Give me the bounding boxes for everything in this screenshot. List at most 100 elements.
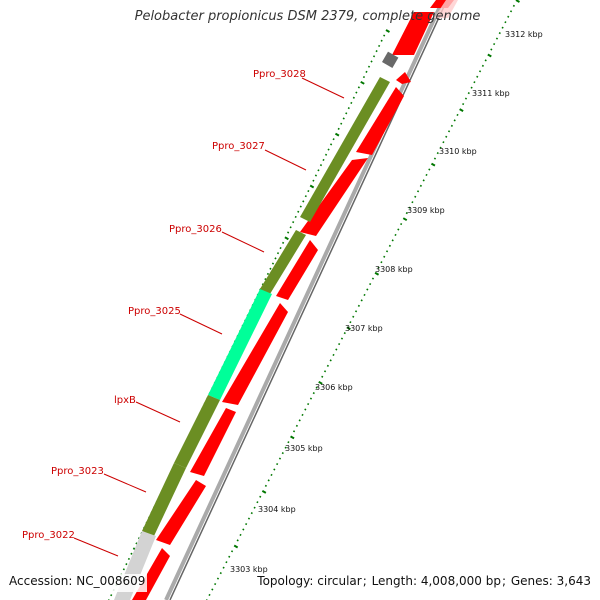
minor-tick <box>501 26 504 29</box>
minor-tick <box>302 200 305 203</box>
minor-tick <box>125 563 128 566</box>
minor-tick <box>222 566 225 569</box>
minor-tick <box>315 386 318 389</box>
major-tick <box>360 80 365 85</box>
minor-tick <box>383 34 386 37</box>
minor-tick <box>453 119 456 122</box>
minor-tick <box>245 522 248 526</box>
minor-tick <box>425 173 428 177</box>
kbp-label: 3310 kbp <box>439 147 477 156</box>
minor-tick <box>266 272 270 276</box>
genome-summary: Topology: circular; Length: 4,008,000 bp… <box>255 574 593 592</box>
feature-bar-ppro-3023 <box>142 463 186 536</box>
topology-value: circular <box>317 574 362 588</box>
kbp-label: 3309 kbp <box>407 206 445 215</box>
minor-tick <box>294 215 297 219</box>
minor-tick <box>337 127 340 130</box>
minor-tick <box>366 288 369 291</box>
minor-tick <box>357 86 360 89</box>
major-tick <box>515 0 520 3</box>
minor-tick <box>230 550 234 553</box>
minor-tick <box>278 457 282 460</box>
minor-tick <box>219 572 222 575</box>
minor-tick <box>253 506 256 509</box>
minor-tick <box>414 195 417 198</box>
minor-tick <box>362 75 366 79</box>
minor-tick <box>391 239 394 242</box>
leader-line <box>135 401 181 423</box>
feature-bar-ppro-3026 <box>260 230 306 294</box>
minor-tick <box>419 184 422 187</box>
accession-label: Accession: <box>9 574 73 588</box>
minor-tick <box>498 32 501 35</box>
kbp-label: 3311 kbp <box>472 89 510 98</box>
minor-tick <box>343 332 346 335</box>
minor-tick <box>338 342 341 346</box>
minor-tick <box>464 97 468 100</box>
minor-tick <box>445 135 448 138</box>
minor-tick <box>287 441 290 444</box>
minor-tick <box>507 15 510 18</box>
minor-tick <box>242 528 245 531</box>
gene-label-ppro-3028: Ppro_3028 <box>253 69 306 80</box>
major-tick <box>334 132 340 137</box>
minor-tick <box>442 141 445 144</box>
minor-tick <box>276 462 279 466</box>
minor-tick <box>214 582 217 586</box>
minor-tick <box>367 65 371 68</box>
minor-tick <box>284 446 287 449</box>
minor-tick <box>274 257 277 260</box>
minor-tick <box>397 228 400 231</box>
minor-tick <box>493 42 496 46</box>
scale-tick-ring <box>206 0 520 600</box>
minor-tick <box>408 206 411 209</box>
minor-tick <box>247 517 251 520</box>
minor-tick <box>307 189 310 193</box>
minor-tick <box>394 233 397 237</box>
minor-tick <box>447 130 451 133</box>
minor-tick <box>370 60 373 63</box>
accession-value: NC_008609 <box>76 574 146 588</box>
minor-tick <box>357 304 360 307</box>
cds-arrow <box>190 408 236 476</box>
minor-tick <box>130 552 133 555</box>
major-tick <box>318 380 323 385</box>
minor-tick <box>422 179 425 182</box>
minor-tick <box>295 424 298 427</box>
minor-tick <box>450 124 453 127</box>
leader-line <box>73 537 119 557</box>
gene-label-ppro-3022: Ppro_3022 <box>22 530 75 541</box>
kbp-label: 3304 kbp <box>258 505 296 514</box>
minor-tick <box>329 359 332 362</box>
minor-tick <box>289 226 292 229</box>
major-tick <box>233 544 239 549</box>
minor-tick <box>208 593 211 597</box>
gene-label-ppro-3023: Ppro_3023 <box>51 466 104 477</box>
kbp-label: 3306 kbp <box>315 383 353 392</box>
map-title: Pelobacter propionicus DSM 2379, complet… <box>134 9 481 24</box>
minor-tick <box>504 21 507 24</box>
leader-line <box>221 231 265 253</box>
minor-tick <box>250 512 253 515</box>
minor-tick <box>287 231 290 234</box>
minor-tick <box>347 107 350 110</box>
minor-tick <box>301 413 304 417</box>
minor-tick <box>411 201 414 204</box>
minor-tick <box>365 70 368 73</box>
minor-tick <box>340 122 343 125</box>
minor-tick <box>332 138 335 141</box>
minor-tick <box>433 157 437 160</box>
minor-tick <box>314 174 318 177</box>
major-tick <box>309 184 315 189</box>
cds-arrow <box>156 480 206 545</box>
cds-arrow <box>300 158 368 236</box>
minor-tick <box>360 299 363 302</box>
minor-tick <box>378 44 381 48</box>
minor-tick <box>312 179 315 182</box>
minor-tick <box>270 473 273 477</box>
minor-tick <box>385 250 389 253</box>
minor-tick <box>299 205 302 208</box>
feature-bar-ppro-3025 <box>208 289 272 400</box>
minor-tick <box>416 190 420 193</box>
